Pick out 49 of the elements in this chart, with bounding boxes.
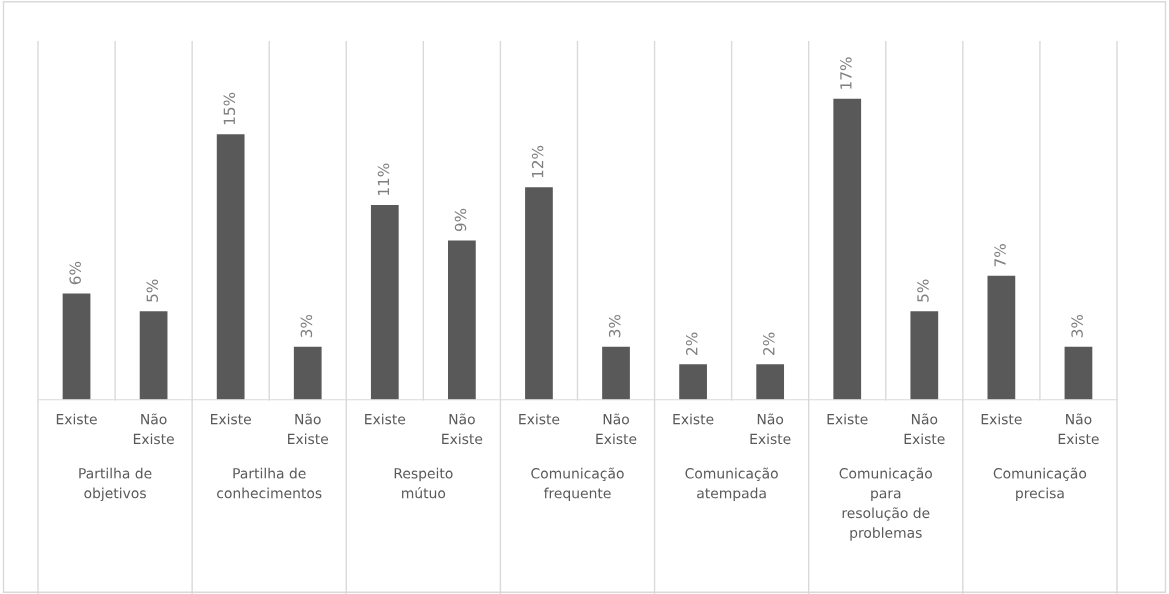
text: Comunicação para resolução de problemas <box>839 467 932 541</box>
data-label: 11% <box>377 163 390 195</box>
x-tick-label: Existe <box>210 413 251 425</box>
bar <box>370 205 399 400</box>
bar <box>293 346 322 400</box>
data-label: 9% <box>454 208 467 232</box>
bar <box>62 293 91 400</box>
data-label: 3% <box>300 314 313 338</box>
x-tick-label: Não Existe <box>442 413 483 445</box>
data-label: 3% <box>1071 314 1083 338</box>
bar <box>679 364 707 400</box>
x-tick-label: Não Existe <box>1058 413 1099 445</box>
data-label: 3% <box>608 314 621 338</box>
bar <box>525 187 553 400</box>
x-tick-label: Existe <box>519 413 560 425</box>
data-label: 15% <box>223 92 236 125</box>
bar <box>448 240 476 400</box>
x-tick-label: Existe <box>981 413 1022 425</box>
text: Respeito mútuo <box>394 467 453 499</box>
x-tick-label: Existe <box>56 413 97 425</box>
text: Comunicação atempada <box>685 467 778 502</box>
data-label: 7% <box>994 244 1006 267</box>
data-label: 17% <box>840 57 852 89</box>
data-label: 5% <box>146 279 159 302</box>
x-tick-label: Existe <box>827 413 868 425</box>
data-label: 2% <box>763 332 775 355</box>
data-label: 6% <box>69 261 81 285</box>
text: Partilha de conhecimentos <box>217 467 322 499</box>
bar <box>602 346 630 400</box>
x-tick-label: Não Existe <box>288 413 329 445</box>
x-tick-label: Existe <box>365 413 406 425</box>
text: Comunicação precisa <box>993 467 1087 502</box>
bar <box>216 134 245 400</box>
bar <box>756 364 785 400</box>
data-label: 12% <box>531 145 544 178</box>
x-tick-label: Não Existe <box>596 413 637 445</box>
x-tick-label: Não Existe <box>904 413 945 445</box>
bar <box>987 275 1016 400</box>
bar <box>1064 346 1093 400</box>
data-label: 5% <box>917 279 929 302</box>
text: Comunicação frequente <box>531 467 624 502</box>
bar <box>139 311 168 400</box>
data-label: 2% <box>685 332 698 355</box>
bar <box>833 98 862 400</box>
text: Partilha de objetivos <box>79 467 152 502</box>
bar <box>910 311 939 400</box>
x-tick-label: Não Existe <box>750 413 791 445</box>
x-tick-label: Existe <box>673 413 714 425</box>
x-tick-label: Não Existe <box>133 413 174 445</box>
